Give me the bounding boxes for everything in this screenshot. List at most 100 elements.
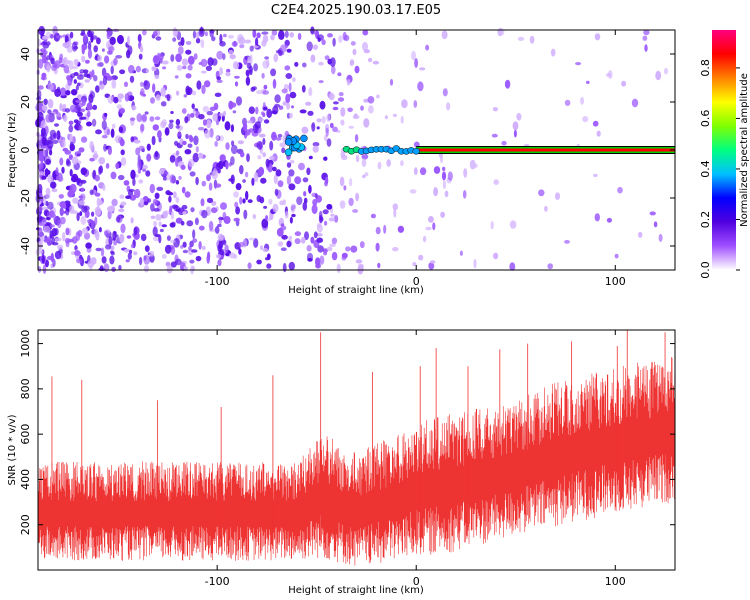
spectrogram-point <box>182 140 187 146</box>
spectrogram-point <box>254 121 261 129</box>
spectrogram-point <box>176 64 183 71</box>
spectrogram-point <box>60 210 67 214</box>
spectrogram-point <box>40 148 44 154</box>
spectrogram-point <box>364 172 369 177</box>
spectrogram-point <box>208 182 213 191</box>
spectrogram-point <box>284 65 291 71</box>
spectrogram-point <box>340 151 346 158</box>
spectrogram-point <box>71 65 79 70</box>
spectrogram-point <box>133 227 138 236</box>
spectrogram-point <box>330 213 335 217</box>
spectrogram-point <box>81 136 88 143</box>
spectrogram-point <box>180 220 185 226</box>
spectrogram-point <box>110 128 115 138</box>
spectrogram-point <box>397 225 405 233</box>
spectrogram-point <box>224 244 229 253</box>
spectrogram-point <box>42 54 47 64</box>
spectrogram-point <box>47 109 52 114</box>
spectrogram-point <box>248 65 253 73</box>
spectrogram-point <box>224 121 231 131</box>
spectrogram-point <box>271 134 276 139</box>
spectrogram-point <box>504 79 511 89</box>
spectrogram-point <box>181 186 186 194</box>
spectrogram-point <box>154 74 160 80</box>
spectrogram-point <box>150 215 156 219</box>
blob-point <box>284 138 293 146</box>
spectrogram-point <box>401 99 408 109</box>
spectrogram-point <box>311 204 318 215</box>
spectrogram-point <box>175 90 180 96</box>
spectrogram-point <box>291 105 294 109</box>
spectrogram-point <box>244 129 251 136</box>
spectrogram-point <box>262 90 269 95</box>
spectrogram-point <box>44 238 48 243</box>
spectrogram-point <box>291 213 296 218</box>
spectrogram-features <box>284 134 675 157</box>
spectrogram-point <box>72 136 76 144</box>
spectrogram-point <box>289 32 295 38</box>
spectrogram-point <box>195 37 201 44</box>
spectrogram-point <box>328 92 335 101</box>
spectrogram-point <box>86 121 92 127</box>
x-tick-label: 0 <box>413 575 420 588</box>
spectrogram-point <box>80 108 86 113</box>
spectrogram-point <box>592 120 599 127</box>
spectrogram-point <box>328 217 336 222</box>
spectrogram-point <box>362 174 366 179</box>
spectrogram-point <box>473 258 477 269</box>
spectrogram-x-axis: -100 0 100 <box>205 30 626 288</box>
spectrogram-point <box>244 171 249 178</box>
spectrogram-point <box>234 81 239 87</box>
spectrogram-point <box>529 35 535 44</box>
spectrogram-point <box>47 83 54 91</box>
spectrogram-point <box>302 201 308 211</box>
spectrogram-point <box>332 106 339 111</box>
spectrogram-point <box>68 124 74 133</box>
snr-x-axis-title: Height of straight line (km) <box>288 585 424 596</box>
spectrogram-point <box>422 235 427 243</box>
colorbar-tick-label: 0.4 <box>699 160 712 178</box>
spectrogram-point <box>133 139 141 144</box>
spectrogram-point <box>149 183 155 194</box>
spectrogram-point <box>275 169 282 177</box>
y-tick-label: -20 <box>19 189 32 207</box>
spectrogram-point <box>318 215 323 224</box>
spectrogram-point <box>214 140 219 147</box>
spectrogram-point <box>123 248 131 253</box>
spectrogram-point <box>173 191 177 199</box>
spectrogram-point <box>286 102 291 110</box>
spectrogram-point <box>349 59 355 66</box>
x-tick-label: -100 <box>205 275 230 288</box>
spectrogram-point <box>165 190 171 196</box>
spectrogram-point <box>649 211 656 216</box>
spectrogram-point <box>94 216 98 226</box>
spectrogram-point <box>92 104 98 110</box>
spectrogram-point <box>200 39 205 48</box>
spectrogram-point <box>94 192 101 197</box>
spectrogram-point <box>138 256 143 266</box>
spectrogram-point <box>361 41 369 51</box>
spectrogram-point <box>509 220 517 229</box>
spectrogram-point <box>51 188 58 193</box>
spectrogram-point <box>347 107 353 113</box>
spectrogram-point <box>463 168 468 178</box>
spectrogram-point <box>286 48 292 53</box>
spectrogram-point <box>274 103 281 108</box>
spectrogram-point <box>304 231 309 241</box>
spectrogram-point <box>182 241 187 248</box>
spectrogram-point <box>151 66 157 72</box>
spectrogram-point <box>257 155 262 160</box>
spectrogram-point <box>256 140 263 150</box>
spectrogram-point <box>182 211 187 215</box>
spectrogram-point <box>642 35 648 41</box>
spectrogram-point <box>119 233 125 243</box>
spectrogram-point <box>324 180 328 187</box>
spectrogram-point <box>197 126 205 131</box>
spectrogram-point <box>162 176 167 181</box>
spectrogram-point <box>104 112 108 117</box>
spectrogram-point <box>96 37 101 45</box>
spectrogram-point <box>38 171 44 176</box>
spectrogram-point <box>166 235 171 241</box>
spectrogram-point <box>73 119 79 124</box>
